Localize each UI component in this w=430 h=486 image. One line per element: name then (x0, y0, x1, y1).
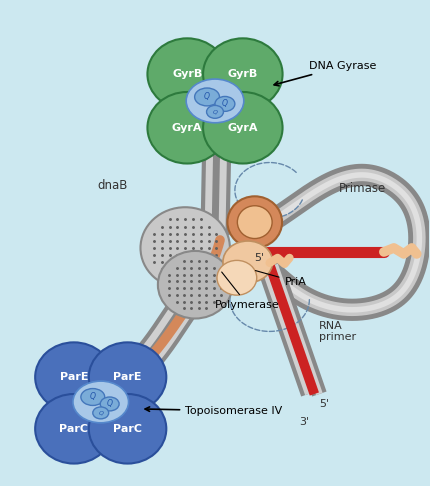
Text: Topoisomerase IV: Topoisomerase IV (145, 406, 283, 416)
Text: DNA Gyrase: DNA Gyrase (274, 61, 377, 86)
Ellipse shape (237, 206, 272, 239)
Ellipse shape (147, 92, 227, 163)
Text: RNA
primer: RNA primer (319, 321, 356, 342)
Text: GyrA: GyrA (227, 123, 258, 133)
Text: 5': 5' (319, 399, 329, 409)
Text: Q: Q (212, 109, 218, 114)
Ellipse shape (81, 388, 105, 405)
Ellipse shape (227, 196, 282, 248)
Text: Q: Q (98, 410, 103, 416)
Text: PriA: PriA (255, 271, 307, 287)
Ellipse shape (203, 38, 283, 110)
Ellipse shape (195, 88, 219, 106)
Text: GyrB: GyrB (172, 69, 202, 79)
Text: ParC: ParC (113, 424, 142, 434)
Ellipse shape (93, 407, 109, 419)
Ellipse shape (89, 342, 166, 412)
Text: 3': 3' (299, 417, 310, 427)
Text: ParE: ParE (114, 372, 142, 382)
Ellipse shape (223, 241, 273, 283)
Text: Q: Q (90, 393, 96, 401)
Text: Polymerase: Polymerase (215, 272, 280, 310)
Text: GyrA: GyrA (172, 123, 203, 133)
Ellipse shape (186, 79, 244, 123)
Ellipse shape (206, 105, 224, 118)
Text: 5': 5' (255, 253, 265, 263)
Ellipse shape (89, 394, 166, 464)
Text: Q: Q (204, 92, 210, 102)
Ellipse shape (203, 92, 283, 163)
Ellipse shape (215, 96, 235, 111)
Text: Q: Q (107, 399, 113, 408)
Text: ParC: ParC (59, 424, 89, 434)
Text: ParE: ParE (60, 372, 88, 382)
Ellipse shape (147, 38, 227, 110)
Text: Primase: Primase (339, 182, 387, 195)
Ellipse shape (158, 251, 232, 318)
Text: Q: Q (222, 100, 228, 108)
Text: GyrB: GyrB (228, 69, 258, 79)
Ellipse shape (141, 207, 230, 289)
Ellipse shape (73, 381, 129, 423)
Text: dnaB: dnaB (98, 179, 128, 192)
Ellipse shape (217, 260, 257, 295)
Ellipse shape (100, 397, 119, 411)
Ellipse shape (35, 342, 113, 412)
Ellipse shape (35, 394, 113, 464)
